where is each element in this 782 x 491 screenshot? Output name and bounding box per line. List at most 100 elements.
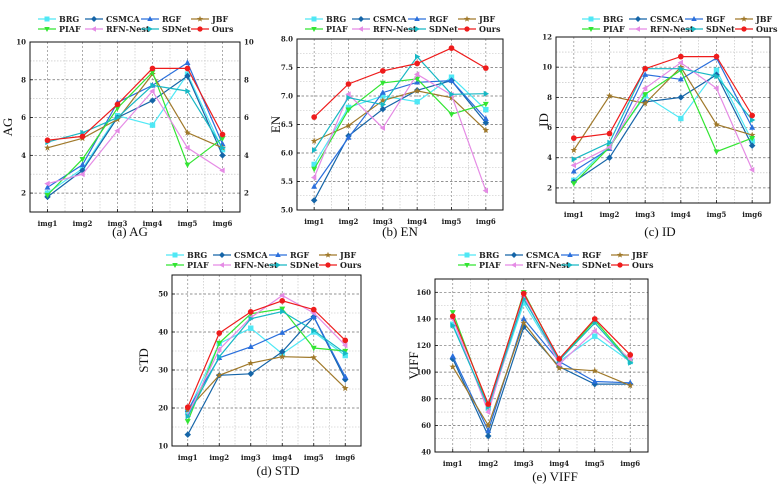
data-point xyxy=(606,144,612,151)
data-point xyxy=(450,322,456,329)
data-point xyxy=(311,183,318,189)
legend-marker xyxy=(464,26,470,32)
data-point xyxy=(677,59,683,66)
series-rfn-nest xyxy=(570,59,755,173)
series-ours xyxy=(570,53,756,141)
data-point xyxy=(311,114,318,120)
x-tick-label: img3 xyxy=(514,459,534,468)
x-tick-label: img4 xyxy=(671,210,691,219)
legend-item: RFN-Nest xyxy=(213,260,278,270)
data-point xyxy=(677,53,684,60)
y-tick-label: 7.5 xyxy=(281,63,293,72)
x-tick-label: img6 xyxy=(476,217,496,226)
data-point xyxy=(749,135,756,142)
legend: BRG CSMCA RGF JBF PIAF RFN-Nest SDNet Ours xyxy=(305,14,501,34)
legend-item: RFN-Nest xyxy=(505,260,570,270)
legend-item: CSMCA xyxy=(213,250,268,260)
y-tick-label: 2 xyxy=(21,189,26,198)
data-point xyxy=(247,359,255,366)
data-point xyxy=(310,197,318,204)
legend-marker xyxy=(219,252,225,258)
legend-item: JBF xyxy=(319,250,357,260)
chart-caption: (d) STD xyxy=(257,463,300,478)
data-point xyxy=(279,329,286,335)
data-point xyxy=(448,77,455,83)
data-point xyxy=(184,59,191,65)
legend-label: BRG xyxy=(326,14,346,24)
legend-label: BRG xyxy=(59,14,79,24)
data-point xyxy=(150,82,156,89)
chart-std: 10 20 30 40 50 img1 img2 img3 img4 img5 img6 STD (d)… xyxy=(136,250,362,478)
series-ours xyxy=(184,298,349,411)
series-sdnet xyxy=(450,295,634,410)
legend-item: BRG xyxy=(458,250,499,260)
legend-marker xyxy=(616,251,624,258)
data-point xyxy=(220,144,226,151)
series-line xyxy=(573,68,753,160)
data-point xyxy=(216,330,223,336)
data-point xyxy=(413,87,421,94)
legend-item: RGF xyxy=(408,14,448,24)
legend-marker xyxy=(588,27,594,32)
y-tick-label: 160 xyxy=(416,288,431,297)
data-point xyxy=(248,315,254,322)
legend-label: Ours xyxy=(212,24,234,34)
series-line xyxy=(47,84,224,149)
series-line xyxy=(47,73,223,149)
legend-item: RFN-Nest xyxy=(352,24,417,34)
data-point xyxy=(592,333,598,339)
legend-item: Ours xyxy=(611,260,654,270)
data-point xyxy=(413,71,420,78)
series-line xyxy=(313,76,487,165)
legend-label: Ours xyxy=(340,260,362,270)
data-point xyxy=(677,76,684,82)
x-tick-label: img5 xyxy=(304,453,324,462)
data-point xyxy=(449,363,457,370)
legend-marker xyxy=(172,263,178,268)
data-point xyxy=(312,147,318,154)
legend-marker xyxy=(276,262,281,268)
legend-marker xyxy=(464,263,470,268)
series-line xyxy=(573,55,753,139)
data-point xyxy=(641,85,648,92)
data-point xyxy=(114,105,121,112)
legend-item: SDNet xyxy=(408,24,458,34)
data-point xyxy=(520,315,527,322)
legend-label: RFN-Nest xyxy=(234,260,278,270)
data-point xyxy=(606,92,613,99)
y-tick-label: 40 xyxy=(158,328,168,337)
data-point xyxy=(713,121,720,128)
legend-marker xyxy=(691,16,697,21)
y-tick-label: 7.0 xyxy=(281,92,293,101)
data-point xyxy=(750,117,756,123)
x-tick-label: img5 xyxy=(442,217,462,226)
legend-label: RFN-Nest xyxy=(526,260,570,270)
series-line xyxy=(573,69,753,181)
x-tick-label: img2 xyxy=(209,453,229,462)
data-point xyxy=(279,348,286,355)
data-point xyxy=(415,53,421,60)
data-point xyxy=(310,353,318,361)
chart-caption: (a) AG xyxy=(112,224,148,239)
chart-en: 5.0 5.5 6.0 6.5 7.0 7.5 8.0 img1 img2 img3 img4 img… xyxy=(268,14,504,239)
legend-item: CSMCA xyxy=(85,14,140,24)
y-tick-label-right: 10 xyxy=(244,38,254,47)
data-point xyxy=(379,80,386,87)
x-tick-label: img1 xyxy=(304,217,324,226)
y-tick-label: 5.5 xyxy=(281,177,293,186)
legend-item: CSMCA xyxy=(505,250,560,260)
y-tick-label: 80 xyxy=(421,394,431,403)
x-tick-label: img5 xyxy=(178,219,198,228)
data-point xyxy=(627,352,634,358)
legend-marker xyxy=(311,27,317,32)
legend-marker xyxy=(275,252,281,257)
data-point xyxy=(341,384,349,392)
y-tick-label: 6.0 xyxy=(281,149,293,158)
legend-label: SDNet xyxy=(162,24,191,34)
data-point xyxy=(556,361,562,368)
data-point xyxy=(591,367,599,374)
data-point xyxy=(591,378,598,384)
legend-item: PIAF xyxy=(458,260,501,270)
legend-label: BRG xyxy=(603,14,623,24)
y-tick-label-right: 6 xyxy=(244,113,249,122)
